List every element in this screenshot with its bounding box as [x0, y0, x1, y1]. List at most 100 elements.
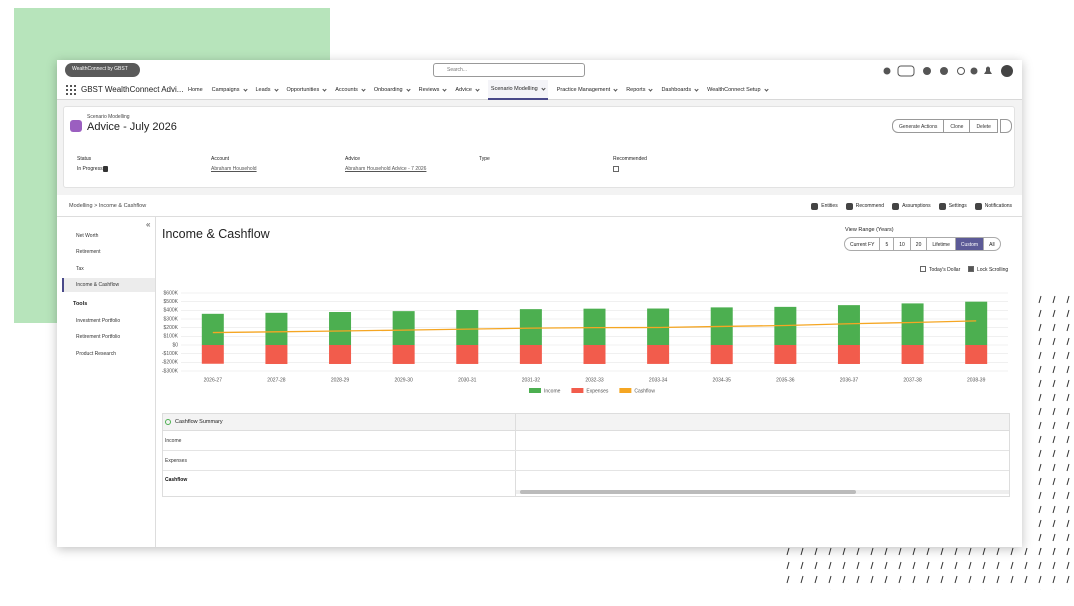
icon[interactable] — [883, 67, 891, 75]
nav-item[interactable]: Onboarding — [373, 80, 411, 100]
nav-label: Opportunities — [286, 87, 320, 93]
nav-item[interactable]: Scenario Modelling — [487, 80, 548, 100]
range-button[interactable]: 5 — [879, 238, 893, 250]
sidebar-item[interactable]: Income & Cashflow — [76, 281, 120, 288]
app-name: GBST WealthConnect Advi... — [81, 85, 184, 94]
sidebar: Net Worth Retirement Tax Income & Cashflow T… — [62, 217, 156, 547]
range-button[interactable]: 20 — [909, 238, 927, 250]
icon[interactable] — [940, 67, 948, 75]
field-label: Advice — [345, 156, 361, 162]
nav-label: Practice Management — [556, 87, 611, 93]
checkbox[interactable] — [968, 266, 974, 272]
action-button[interactable]: Clone — [943, 119, 971, 133]
option-label: Today's Dollar — [929, 267, 961, 273]
chevron — [648, 86, 654, 92]
chevron — [242, 86, 248, 92]
action-button[interactable]: Generate Actions — [892, 119, 945, 133]
dash-pattern — [786, 546, 1074, 590]
nav-label: Home — [188, 87, 203, 93]
tool-label: Notifications — [984, 203, 1012, 209]
icon[interactable] — [957, 67, 965, 75]
nav-item[interactable]: Reports — [626, 80, 654, 100]
icon[interactable] — [984, 66, 992, 75]
sidebar-item[interactable]: Product Research — [76, 350, 117, 357]
sidebar-item[interactable]: Tax — [76, 265, 84, 272]
option-label: Lock Scrolling — [977, 267, 1009, 273]
icon[interactable] — [897, 65, 915, 77]
tool-button[interactable]: Assumptions — [892, 202, 931, 210]
search-box[interactable] — [433, 63, 585, 77]
nav-item[interactable]: Practice Management — [557, 80, 618, 100]
checkbox[interactable] — [920, 266, 926, 272]
nav-item[interactable]: Advice — [455, 80, 480, 100]
sidebar-item[interactable]: Retirement Portfolio — [76, 334, 121, 341]
avatar[interactable] — [1001, 65, 1013, 77]
nav-label: Campaigns — [211, 87, 240, 93]
range-button[interactable]: Lifetime — [926, 238, 955, 250]
tool-label: Recommend — [855, 203, 885, 209]
tool-icon — [811, 202, 819, 210]
summary-icon — [165, 419, 171, 425]
field-label: Recommended — [613, 156, 647, 162]
breadcrumb[interactable]: Modelling > Income & Cashflow — [69, 203, 147, 209]
sidebar-item[interactable]: Net Worth — [76, 233, 99, 239]
range-button[interactable]: All — [983, 238, 1000, 250]
row-divider — [163, 450, 1009, 451]
field-value: In Progress — [77, 166, 103, 172]
field-value[interactable]: Abraham Household — [211, 166, 257, 172]
field-label: Type — [479, 156, 490, 162]
nav-item[interactable]: Accounts — [335, 80, 366, 100]
nav-label: Onboarding — [373, 87, 403, 93]
tool-icon — [892, 202, 900, 210]
record-actions: Generate Actions Clone Delete — [892, 119, 1012, 133]
nav-item[interactable]: Reviews — [419, 80, 448, 100]
icon[interactable] — [923, 67, 931, 75]
scrollbar-thumb[interactable] — [520, 490, 856, 494]
nav-items: Home Campaigns Leads Opportunities Accounts O… — [188, 80, 769, 100]
nav-item[interactable]: Leads — [256, 80, 279, 100]
app-launcher[interactable] — [66, 85, 76, 95]
field-value[interactable]: Abraham Household Advice - 7 2026 — [345, 166, 427, 172]
header-icons — [883, 65, 1013, 77]
field-label: Account — [211, 156, 230, 162]
tool-button[interactable]: Notifications — [974, 202, 1012, 210]
nav-item[interactable]: Dashboards — [661, 80, 699, 100]
record-title: Advice - July 2026 — [87, 121, 177, 133]
field-label: Status — [77, 156, 92, 162]
row-label: Income — [165, 438, 182, 444]
nav-item[interactable]: Campaigns — [211, 80, 248, 100]
tool-label: Settings — [948, 203, 967, 209]
divider — [57, 216, 1022, 217]
chevron — [322, 86, 327, 92]
chevron — [405, 86, 411, 92]
range-button[interactable]: 10 — [893, 238, 910, 250]
tool-button[interactable]: Entities — [811, 202, 838, 210]
nav-item[interactable]: Home — [188, 80, 203, 100]
checkbox[interactable] — [613, 166, 619, 172]
collapse-button[interactable]: « — [146, 220, 151, 229]
icon[interactable] — [970, 67, 978, 75]
nav-item[interactable]: Opportunities — [287, 80, 327, 100]
chevron — [475, 86, 480, 92]
range-button[interactable]: Current FY — [850, 242, 875, 248]
action-button[interactable]: Delete — [969, 119, 998, 133]
app-badge[interactable] — [65, 63, 140, 77]
tool-button[interactable]: Settings — [938, 202, 967, 210]
action-menu[interactable] — [999, 119, 1012, 133]
nav-label: Accounts — [335, 87, 358, 93]
dash-pattern — [1030, 290, 1074, 550]
nav-item[interactable]: WealthConnect Setup — [707, 80, 769, 100]
nav-label: Advice — [455, 87, 472, 93]
chevron — [361, 86, 366, 92]
range-button[interactable]: Custom — [954, 238, 984, 250]
sidebar-item[interactable]: Investment Portfolio — [76, 318, 121, 324]
record-icon — [70, 120, 82, 132]
sidebar-section: Tools — [73, 301, 88, 307]
tool-icon — [938, 202, 946, 210]
tool-button[interactable]: Recommend — [845, 202, 885, 210]
tool-label: Assumptions — [902, 203, 931, 209]
sidebar-item[interactable]: Retirement — [76, 249, 101, 256]
row-divider — [163, 469, 1009, 471]
tool-label: Entities — [821, 203, 838, 209]
chevron — [694, 86, 699, 92]
